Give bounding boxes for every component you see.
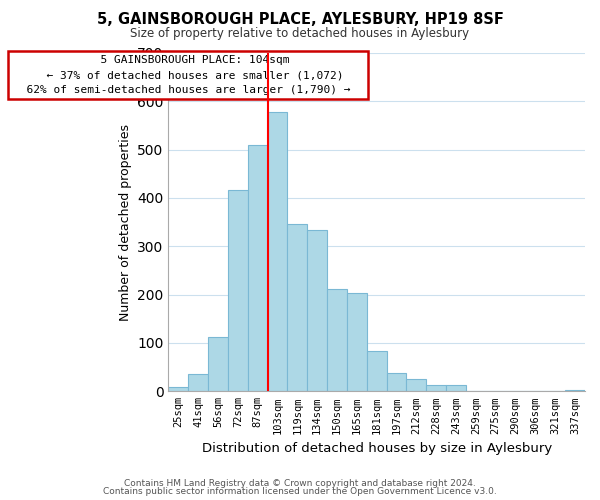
Bar [426, 385, 446, 392]
Bar [268, 112, 287, 392]
Text: Size of property relative to detached houses in Aylesbury: Size of property relative to detached ho… [130, 28, 470, 40]
Bar [367, 351, 386, 392]
Bar [307, 230, 327, 392]
Text: Contains public sector information licensed under the Open Government Licence v3: Contains public sector information licen… [103, 487, 497, 496]
Text: 5 GAINSBOROUGH PLACE: 104sqm
  ← 37% of detached houses are smaller (1,072)
  62: 5 GAINSBOROUGH PLACE: 104sqm ← 37% of de… [13, 56, 364, 95]
Bar [169, 388, 188, 392]
Text: Contains HM Land Registry data © Crown copyright and database right 2024.: Contains HM Land Registry data © Crown c… [124, 478, 476, 488]
Bar [347, 292, 367, 392]
Bar [565, 390, 585, 392]
Text: 5, GAINSBOROUGH PLACE, AYLESBURY, HP19 8SF: 5, GAINSBOROUGH PLACE, AYLESBURY, HP19 8… [97, 12, 503, 28]
Bar [208, 336, 228, 392]
X-axis label: Distribution of detached houses by size in Aylesbury: Distribution of detached houses by size … [202, 442, 552, 455]
Bar [228, 190, 248, 392]
Bar [327, 290, 347, 392]
Bar [248, 145, 268, 392]
Bar [386, 374, 406, 392]
Bar [188, 374, 208, 392]
Bar [287, 224, 307, 392]
Y-axis label: Number of detached properties: Number of detached properties [119, 124, 131, 320]
Bar [446, 385, 466, 392]
Bar [406, 378, 426, 392]
